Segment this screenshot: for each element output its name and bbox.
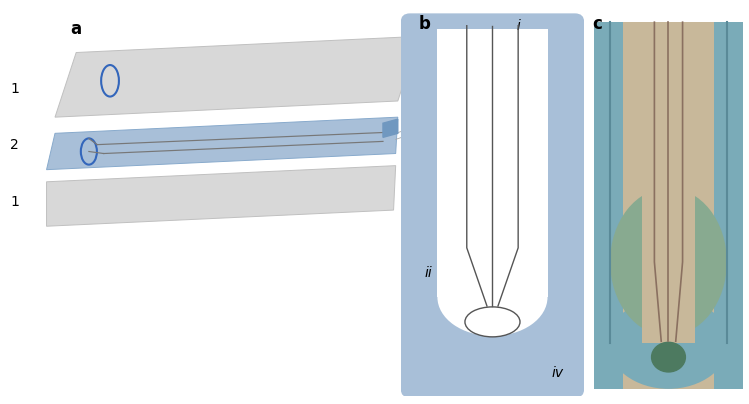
- Ellipse shape: [610, 188, 727, 336]
- FancyBboxPatch shape: [594, 22, 623, 389]
- Ellipse shape: [437, 259, 548, 336]
- Text: 1: 1: [10, 195, 19, 209]
- FancyBboxPatch shape: [714, 22, 743, 389]
- Text: iv: iv: [551, 366, 563, 380]
- FancyBboxPatch shape: [401, 13, 584, 398]
- Ellipse shape: [608, 297, 729, 389]
- Text: 1: 1: [10, 82, 19, 96]
- Text: 2: 2: [10, 139, 19, 152]
- Circle shape: [652, 342, 685, 372]
- Polygon shape: [383, 119, 398, 137]
- FancyBboxPatch shape: [643, 269, 694, 343]
- Polygon shape: [46, 117, 398, 170]
- FancyBboxPatch shape: [643, 22, 694, 273]
- Text: a: a: [70, 20, 81, 38]
- FancyBboxPatch shape: [594, 22, 743, 389]
- Text: b: b: [419, 15, 431, 33]
- Text: iii: iii: [487, 316, 498, 328]
- Text: ii: ii: [425, 265, 432, 280]
- Polygon shape: [55, 36, 419, 117]
- FancyBboxPatch shape: [437, 29, 548, 297]
- Ellipse shape: [465, 307, 520, 337]
- Text: i: i: [516, 19, 520, 33]
- Text: c: c: [592, 15, 602, 33]
- Polygon shape: [46, 166, 395, 226]
